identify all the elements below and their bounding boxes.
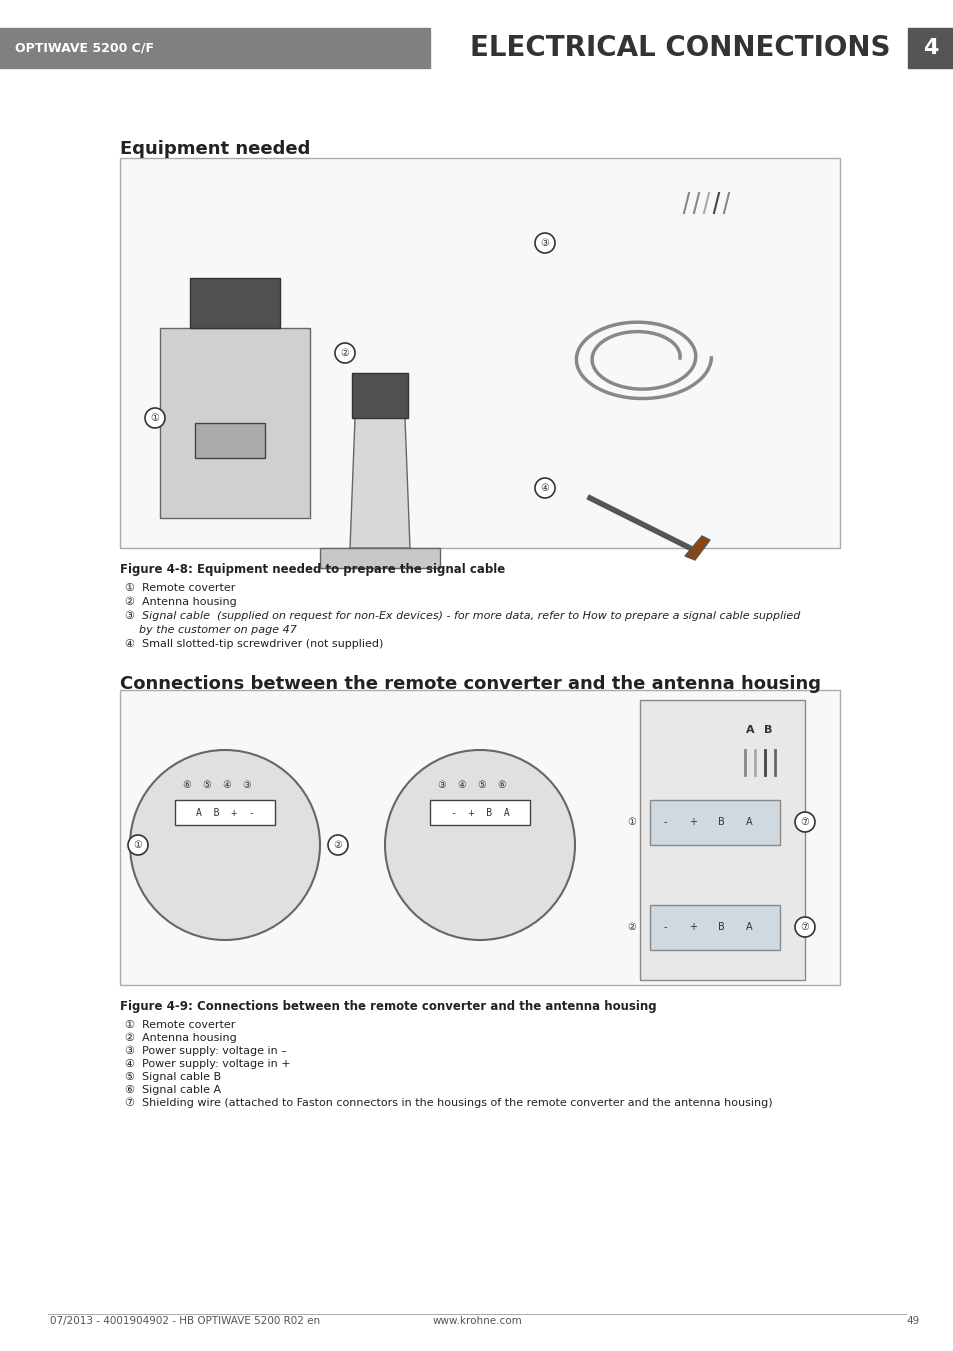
Text: A: A [745,921,752,932]
Circle shape [130,750,319,940]
Text: ②  Antenna housing: ② Antenna housing [125,1034,236,1043]
Bar [194,423,265,458]
Text: ⑦  Shielding wire (attached to Faston connectors in the housings of the remote c: ⑦ Shielding wire (attached to Faston con… [125,1098,772,1108]
Circle shape [328,835,348,855]
Polygon shape [319,549,439,567]
Text: ④: ④ [540,484,549,493]
Bar [907,28,953,68]
Bar [649,905,780,950]
Text: ③  Power supply: voltage in –: ③ Power supply: voltage in – [125,1046,287,1056]
Text: www.krohne.com: www.krohne.com [432,1316,521,1325]
Text: ①  Remote coverter: ① Remote coverter [125,584,235,593]
Text: ⑥  Signal cable A: ⑥ Signal cable A [125,1085,221,1096]
Text: ⑤: ⑤ [202,780,212,790]
Text: ①: ① [627,817,636,827]
Circle shape [794,917,814,938]
Text: ④  Small slotted-tip screwdriver (not supplied): ④ Small slotted-tip screwdriver (not sup… [125,639,383,648]
Polygon shape [684,536,709,561]
Text: ①: ① [151,413,159,423]
Text: ①: ① [133,840,142,850]
Text: B: B [717,817,723,827]
Text: ⑥: ⑥ [497,780,506,790]
Circle shape [535,478,555,499]
Text: ①  Remote coverter: ① Remote coverter [125,1020,235,1029]
Circle shape [535,232,555,253]
Polygon shape [190,278,280,328]
Circle shape [128,835,148,855]
Text: ④  Power supply: voltage in +: ④ Power supply: voltage in + [125,1059,291,1069]
Text: Figure 4-9: Connections between the remote converter and the antenna housing: Figure 4-9: Connections between the remo… [120,1000,656,1013]
Circle shape [794,812,814,832]
Text: -: - [662,817,666,827]
Text: ⑥: ⑥ [182,780,192,790]
Text: B: B [763,725,771,735]
Text: ③: ③ [437,780,446,790]
Polygon shape [352,373,408,417]
Text: B: B [717,921,723,932]
Text: ③: ③ [242,780,251,790]
Text: Figure 4-8: Equipment needed to prepare the signal cable: Figure 4-8: Equipment needed to prepare … [120,563,505,576]
Bar [120,690,840,985]
Circle shape [335,343,355,363]
Text: ⑦: ⑦ [800,921,808,932]
Text: by the customer on page 47: by the customer on page 47 [125,626,296,635]
Text: A: A [745,817,752,827]
Text: OPTIWAVE 5200 C/F: OPTIWAVE 5200 C/F [15,42,153,54]
Text: +: + [688,817,697,827]
Circle shape [385,750,575,940]
Bar [174,800,274,825]
Text: 49: 49 [905,1316,919,1325]
Text: ELECTRICAL CONNECTIONS: ELECTRICAL CONNECTIONS [470,34,889,62]
Text: ④: ④ [457,780,466,790]
Text: ⑤  Signal cable B: ⑤ Signal cable B [125,1071,221,1082]
Text: ②: ② [627,921,636,932]
Text: A: A [745,725,754,735]
Circle shape [145,408,165,428]
Text: ③  Signal cable  (supplied on request for non-Ex devices) - for more data, refer: ③ Signal cable (supplied on request for … [125,611,800,621]
Text: -: - [662,921,666,932]
Text: A  B  +  -: A B + - [195,808,254,817]
Text: -  +  B  A: - + B A [450,808,509,817]
Bar [430,800,530,825]
Polygon shape [160,328,310,517]
Polygon shape [350,417,410,549]
Bar [120,158,840,549]
Bar [639,700,804,979]
Text: ②: ② [334,840,342,850]
Text: ⑦: ⑦ [800,817,808,827]
Text: +: + [688,921,697,932]
Bar [0,28,430,68]
Text: 07/2013 - 4001904902 - HB OPTIWAVE 5200 R02 en: 07/2013 - 4001904902 - HB OPTIWAVE 5200 … [50,1316,320,1325]
Text: Equipment needed: Equipment needed [120,141,310,158]
Bar [649,800,780,844]
Text: ②  Antenna housing: ② Antenna housing [125,597,236,608]
Text: Connections between the remote converter and the antenna housing: Connections between the remote converter… [120,676,821,693]
Text: 4: 4 [923,38,938,58]
Text: ④: ④ [222,780,232,790]
Text: ⑤: ⑤ [477,780,486,790]
Text: ②: ② [340,349,349,358]
Text: ③: ③ [540,238,549,249]
